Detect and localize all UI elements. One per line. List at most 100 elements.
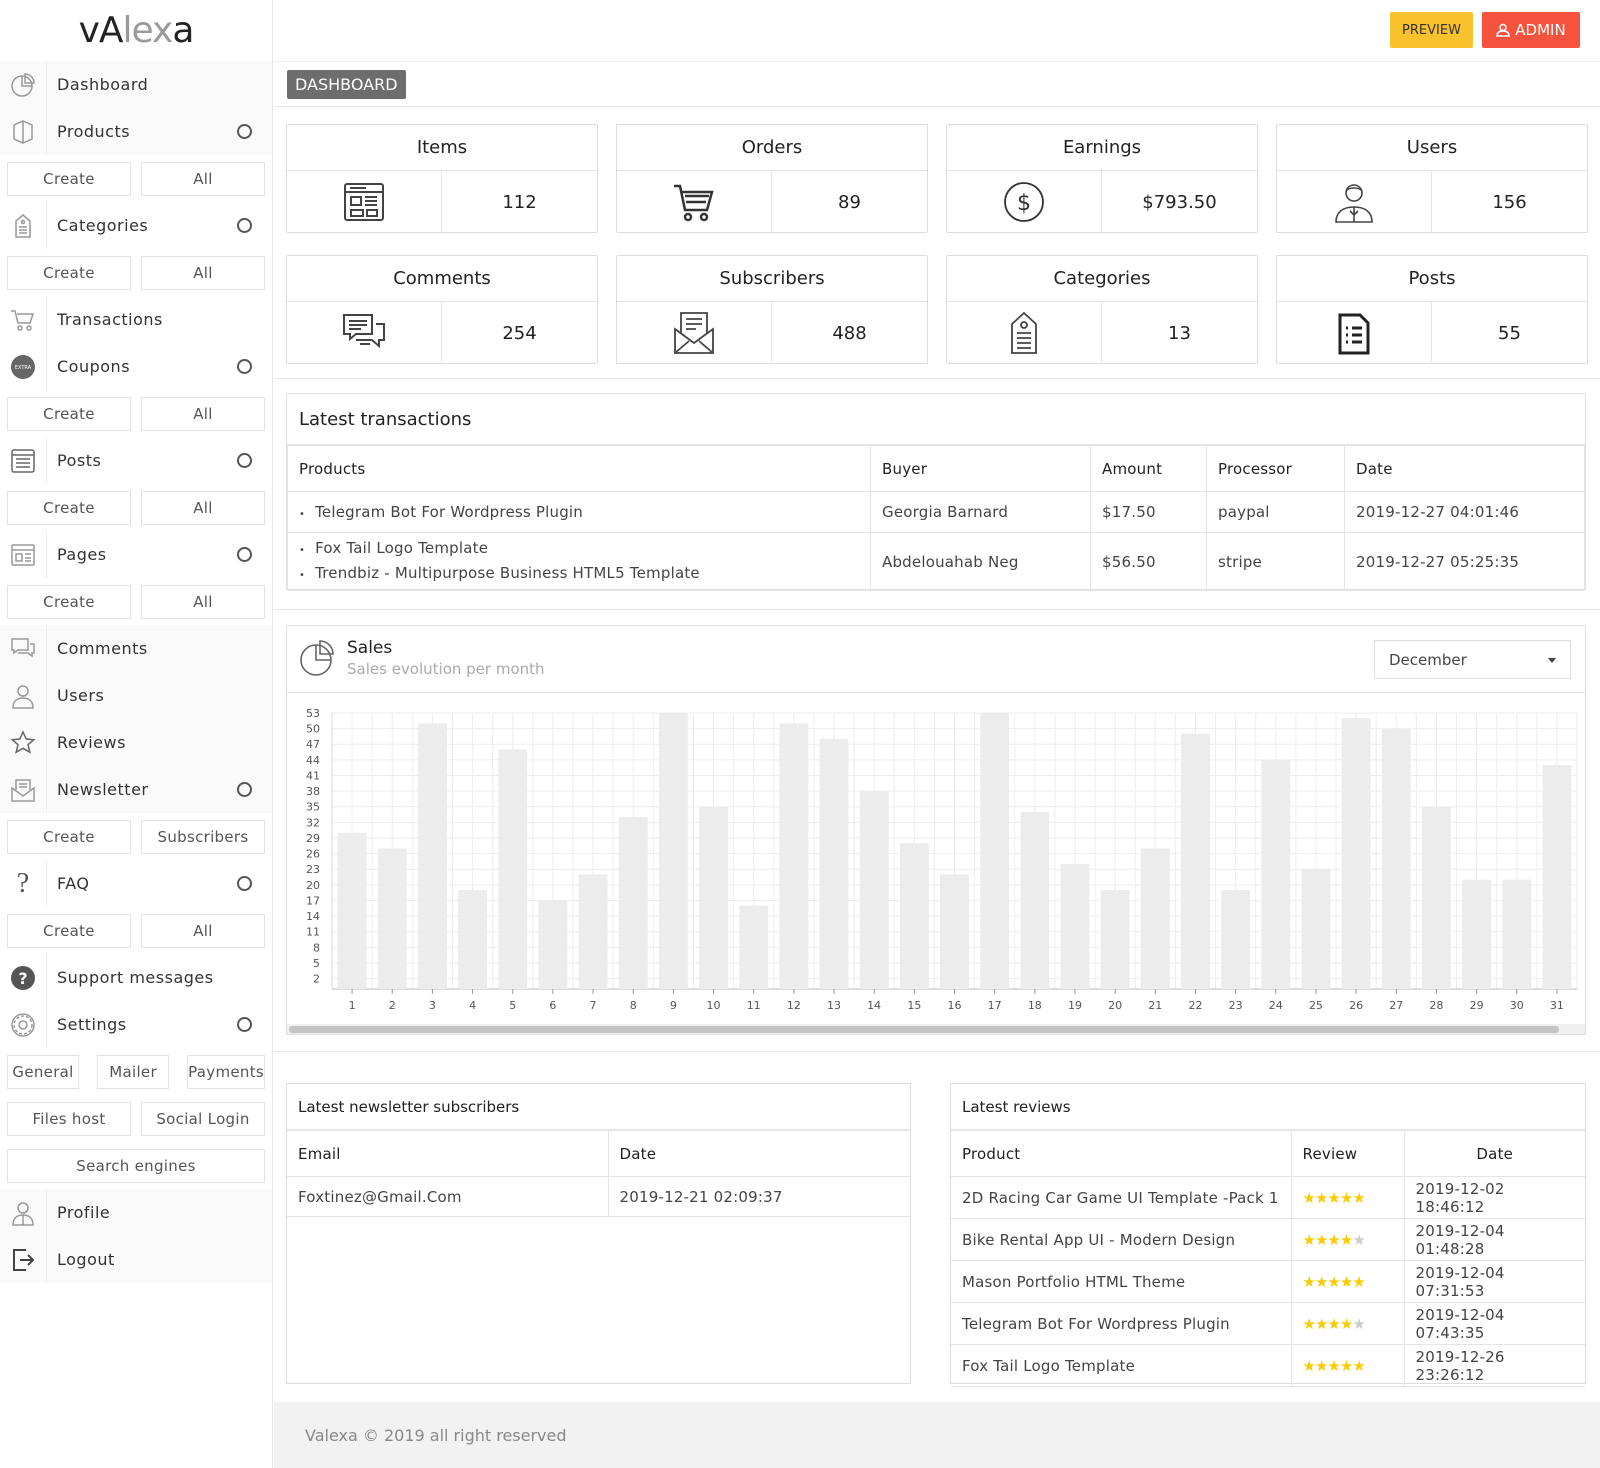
- expand-toggle-icon[interactable]: [237, 781, 252, 797]
- star-filled-icon: ★: [1352, 1188, 1365, 1207]
- sidebar-item-pages[interactable]: Pages: [0, 531, 272, 578]
- sidebar-item-newsletter[interactable]: Newsletter: [0, 766, 272, 813]
- table-row[interactable]: Mason Portfolio HTML Theme ★★★★★ 2019-12-0…: [951, 1260, 1585, 1303]
- posts-create-button[interactable]: Create: [7, 490, 131, 525]
- sidebar-item-profile[interactable]: Profile: [0, 1189, 272, 1236]
- expand-toggle-icon[interactable]: [237, 217, 252, 233]
- sidebar-item-faq[interactable]: ? FAQ: [0, 860, 272, 907]
- sidebar-item-transactions[interactable]: Transactions: [0, 296, 272, 343]
- stat-card-title: Subscribers: [617, 256, 927, 302]
- top-bar: PREVIEW ADMIN: [274, 0, 1600, 62]
- products-cell: • Telegram Bot For Wordpress Plugin: [287, 491, 871, 533]
- pages-all-button[interactable]: All: [141, 584, 265, 619]
- settings-payments-button[interactable]: Payments: [187, 1054, 266, 1089]
- categories-all-button[interactable]: All: [141, 255, 265, 290]
- latest-reviews-panel: Latest reviews Product Review Date 2D Ra…: [950, 1083, 1586, 1387]
- table-row[interactable]: Foxtinez@Gmail.Com 2019-12-21 02:09:37: [287, 1176, 910, 1217]
- preview-button[interactable]: PREVIEW: [1390, 12, 1473, 48]
- logo-part: lex: [122, 10, 174, 51]
- stat-card-title: Comments: [287, 256, 597, 302]
- sidebar-item-posts[interactable]: Posts: [0, 437, 272, 484]
- y-tick-label: 41: [306, 769, 320, 782]
- cart-icon: [674, 184, 714, 222]
- svg-text:EXTRA: EXTRA: [15, 365, 32, 371]
- newsletter-icon: [11, 778, 35, 802]
- column-header: Review: [1290, 1130, 1405, 1177]
- y-tick-label: 29: [306, 832, 320, 845]
- sidebar-item-support-messages[interactable]: ? Support messages: [0, 954, 272, 1001]
- expand-toggle-icon[interactable]: [237, 1016, 252, 1032]
- product-link[interactable]: Telegram Bot For Wordpress Plugin: [315, 503, 583, 521]
- product-link[interactable]: Fox Tail Logo Template: [315, 538, 489, 557]
- month-select[interactable]: December: [1374, 640, 1571, 679]
- table-row[interactable]: 2D Racing Car Game UI Template -Pack 1 ★★…: [951, 1176, 1585, 1219]
- tag-icon: [1011, 311, 1037, 354]
- products-all-button[interactable]: All: [141, 161, 265, 196]
- categories-create-button[interactable]: Create: [7, 255, 131, 290]
- sidebar-item-label: Dashboard: [57, 75, 149, 94]
- stat-card-title: Categories: [947, 256, 1257, 302]
- stat-card-comments[interactable]: Comments 254: [286, 255, 598, 364]
- settings-general-button[interactable]: General: [7, 1054, 80, 1089]
- settings-files-host-button[interactable]: Files host: [7, 1101, 131, 1136]
- faq-create-button[interactable]: Create: [7, 913, 131, 948]
- bar: [578, 874, 608, 989]
- sidebar-item-reviews[interactable]: Reviews: [0, 719, 272, 766]
- stat-card-users[interactable]: Users 156: [1276, 124, 1588, 233]
- date-cell: 2019-12-27 05:25:35: [1344, 532, 1585, 591]
- table-row[interactable]: Telegram Bot For Wordpress Plugin ★★★★★ 20…: [951, 1302, 1585, 1345]
- product-link[interactable]: Trendbiz - Multipurpose Business HTML5 T…: [315, 563, 700, 582]
- coupons-create-button[interactable]: Create: [7, 396, 131, 431]
- y-tick-label: 35: [306, 801, 320, 814]
- x-tick-label: 17: [988, 999, 1002, 1012]
- faq-all-button[interactable]: All: [141, 913, 265, 948]
- table-row[interactable]: Bike Rental App UI - Modern Design ★★★★★ 2…: [951, 1218, 1585, 1261]
- stat-card-items[interactable]: Items 112: [286, 124, 598, 233]
- page-layout-icon: [11, 543, 35, 566]
- logo[interactable]: vA lex a: [0, 0, 272, 61]
- products-create-button[interactable]: Create: [7, 161, 131, 196]
- coupons-all-button[interactable]: All: [141, 396, 265, 431]
- star-filled-icon: ★: [1314, 1272, 1328, 1291]
- y-tick-label: 20: [306, 879, 320, 892]
- sidebar-item-products[interactable]: Products: [0, 108, 272, 155]
- newsletter-subscribers-button[interactable]: Subscribers: [141, 819, 265, 854]
- stat-card-orders[interactable]: Orders 89: [616, 124, 928, 233]
- settings-mailer-button[interactable]: Mailer: [97, 1054, 170, 1089]
- sidebar-item-users[interactable]: Users: [0, 672, 272, 719]
- svg-text:?: ?: [18, 969, 27, 988]
- settings-search-engines-button[interactable]: Search engines: [7, 1148, 265, 1183]
- bar: [658, 713, 688, 989]
- stat-card-posts[interactable]: Posts 55: [1276, 255, 1588, 364]
- table-row[interactable]: • Fox Tail Logo Template • Trendbiz - Mult…: [287, 532, 1585, 591]
- stat-card-categories[interactable]: Categories 13: [946, 255, 1258, 364]
- x-tick-label: 15: [907, 999, 921, 1012]
- y-tick-label: 5: [313, 957, 320, 970]
- expand-toggle-icon[interactable]: [237, 546, 252, 562]
- stat-card-earnings[interactable]: Earnings $ $793.50: [946, 124, 1258, 233]
- expand-toggle-icon[interactable]: [237, 358, 252, 374]
- pages-create-button[interactable]: Create: [7, 584, 131, 619]
- y-tick-label: 53: [306, 707, 320, 720]
- settings-social-login-button[interactable]: Social Login: [141, 1101, 265, 1136]
- pie-chart-icon: [300, 640, 334, 676]
- stat-card-subscribers[interactable]: Subscribers 488: [616, 255, 928, 364]
- sidebar-item-dashboard[interactable]: Dashboard: [0, 61, 272, 108]
- sidebar-item-logout[interactable]: Logout: [0, 1236, 272, 1283]
- expand-toggle-icon[interactable]: [237, 123, 252, 139]
- expand-toggle-icon[interactable]: [237, 452, 252, 468]
- sidebar-item-categories[interactable]: Categories: [0, 202, 272, 249]
- posts-all-button[interactable]: All: [141, 490, 265, 525]
- admin-button[interactable]: ADMIN: [1482, 12, 1580, 48]
- newsletter-create-button[interactable]: Create: [7, 819, 131, 854]
- sidebar-item-coupons[interactable]: EXTRA Coupons: [0, 343, 272, 390]
- sidebar-item-settings[interactable]: Settings: [0, 1001, 272, 1048]
- expand-toggle-icon[interactable]: [237, 875, 252, 891]
- star-filled-icon: ★: [1302, 1230, 1316, 1249]
- posts-list-icon: [11, 448, 35, 473]
- table-row[interactable]: • Telegram Bot For Wordpress Plugin Georg…: [287, 491, 1585, 533]
- sidebar-item-comments[interactable]: Comments: [0, 625, 272, 672]
- table-row[interactable]: Fox Tail Logo Template ★★★★★ 2019-12-26 23…: [951, 1344, 1585, 1387]
- scrollbar-thumb[interactable]: [289, 1026, 1559, 1033]
